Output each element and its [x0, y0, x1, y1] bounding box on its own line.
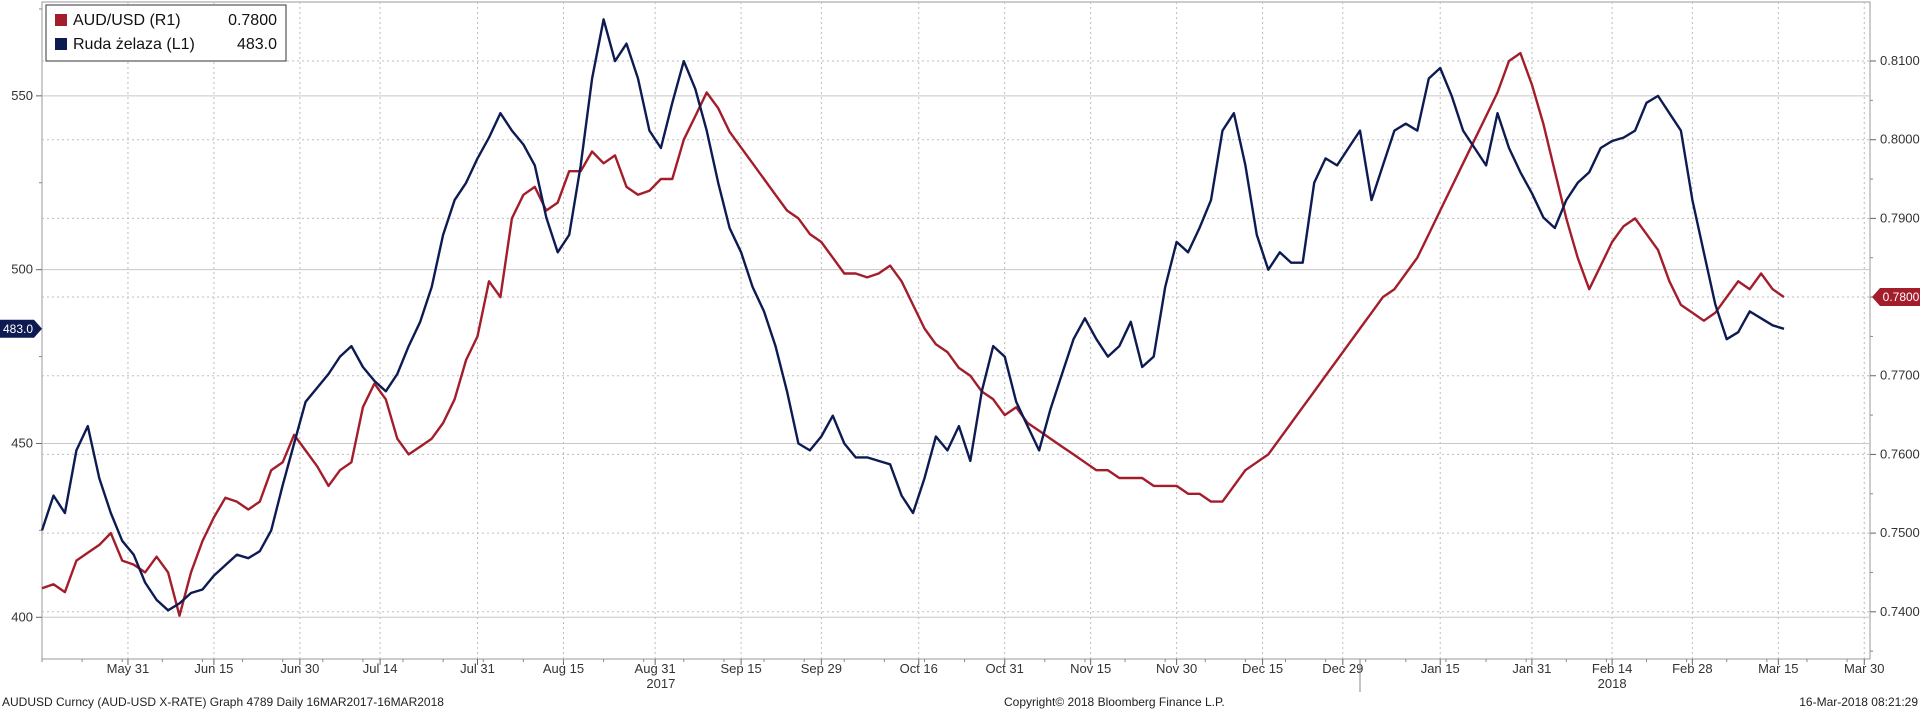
x-tick-label: Oct 16	[900, 661, 938, 676]
y-tick-label-right: 0.7600	[1880, 446, 1920, 461]
x-tick-label: Jun 30	[280, 661, 319, 676]
x-tick-label: Mar 30	[1844, 661, 1884, 676]
x-tick-label: Oct 31	[986, 661, 1024, 676]
series-layer	[40, 18, 1785, 617]
x-tick-label: Sep 29	[801, 661, 842, 676]
legend-label-ore: Ruda żelaza (L1)	[73, 36, 195, 53]
x-tick-label: Jul 31	[460, 661, 495, 676]
legend-value-ore: 483.0	[237, 36, 277, 53]
y-tick-label-left: 550	[11, 88, 33, 103]
x-tick-label: Dec 15	[1242, 661, 1283, 676]
year-label-2018: 2018	[1598, 676, 1627, 691]
legend-swatch-ore	[55, 38, 67, 50]
last-value-marker-aud: 0.7800	[1872, 288, 1920, 307]
x-tick-label: Feb 28	[1672, 661, 1712, 676]
y-tick-label-right: 0.7500	[1880, 525, 1920, 540]
last-value-marker-ore: 483.0	[0, 319, 42, 338]
x-tick-label: Jan 31	[1512, 661, 1551, 676]
legend-swatch-aud	[55, 14, 67, 26]
footer-source: AUDUSD Curncy (AUD-USD X-RATE) Graph 478…	[2, 695, 444, 709]
x-tick-label: Aug 15	[543, 661, 584, 676]
last-value-markers: 0.7800 483.0	[0, 288, 1920, 338]
x-tick-label: Jan 15	[1421, 661, 1460, 676]
grid	[42, 2, 1870, 659]
y-tick-label-left: 400	[11, 609, 33, 624]
y-tick-label-right: 0.7700	[1880, 368, 1920, 383]
marker-shape-aud	[1872, 288, 1920, 307]
x-tick-label: Feb 14	[1592, 661, 1632, 676]
marker-shape-ore	[0, 319, 42, 338]
plot-area	[41, 1, 1871, 660]
x-tick-label: Dec 29	[1322, 661, 1363, 676]
x-tick-label: Jun 15	[194, 661, 233, 676]
marker-label-ore: 483.0	[3, 322, 33, 336]
year-label-2017: 2017	[646, 676, 675, 691]
x-tick-label: Nov 15	[1070, 661, 1111, 676]
footer-copyright: Copyright© 2018 Bloomberg Finance L.P.	[1004, 695, 1225, 709]
legend-value-aud: 0.7800	[228, 12, 277, 29]
x-tick-label: May 31	[107, 661, 150, 676]
footer-timestamp: 16-Mar-2018 08:21:29	[1799, 695, 1918, 709]
x-tick-label: Mar 15	[1758, 661, 1798, 676]
series-iron-ore	[40, 18, 1785, 612]
x-tick-label: Aug 31	[635, 661, 676, 676]
legend-box	[45, 4, 287, 62]
x-tick-label: Nov 30	[1156, 661, 1197, 676]
y-tick-label-left: 500	[11, 262, 33, 277]
legend-label-aud: AUD/USD (R1)	[73, 12, 181, 29]
x-tick-label: Jul 14	[363, 661, 398, 676]
y-tick-label-right: 0.7400	[1880, 604, 1920, 619]
marker-label-aud: 0.7800	[1883, 290, 1920, 304]
y-tick-label-right: 0.7900	[1880, 210, 1920, 225]
series-aud-usd	[41, 51, 1785, 617]
y-tick-label-right: 0.8000	[1880, 132, 1920, 147]
x-tick-label: Sep 15	[721, 661, 762, 676]
legend: AUD/USD (R1) 0.7800 Ruda żelaza (L1) 483…	[45, 4, 287, 62]
y-tick-label-right: 0.8100	[1880, 53, 1920, 68]
y-tick-label-left: 450	[11, 435, 33, 450]
